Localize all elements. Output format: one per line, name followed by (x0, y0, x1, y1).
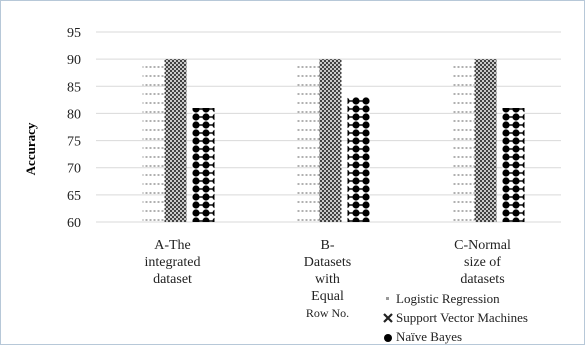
y-tick-label: 85 (67, 80, 81, 95)
legend-swatch (386, 297, 389, 300)
bar-support-vector-machines-2 (474, 59, 497, 223)
legend-swatch (384, 334, 392, 342)
x-category-label: B-Datasets with Equal Row No. (304, 238, 351, 320)
x-category-label: C-Normal size of datasets (454, 238, 511, 287)
y-tick-label: 75 (67, 135, 81, 150)
bar-logistic-regression-0 (142, 59, 165, 223)
y-tick-label: 80 (67, 107, 81, 122)
legend-item: Logistic Regression (386, 291, 500, 306)
y-tick-label: 65 (67, 189, 81, 204)
bar-support-vector-machines-1 (319, 59, 342, 223)
y-tick-label: 70 (67, 162, 81, 177)
legend-swatch (383, 313, 393, 323)
bar-logistic-regression-1 (297, 59, 320, 223)
bar-na-ve-bayes-0 (192, 108, 215, 222)
y-tick-label: 95 (67, 26, 81, 41)
legend-item: Naïve Bayes (384, 329, 462, 344)
y-tick-label: 60 (67, 216, 81, 231)
legend-item: Support Vector Machines (383, 310, 528, 325)
legend-label: Logistic Regression (396, 291, 500, 306)
legend-label: Naïve Bayes (396, 329, 462, 344)
bar-na-ve-bayes-2 (502, 108, 525, 222)
y-tick-label: 90 (67, 53, 81, 68)
y-axis-label: Accuracy (23, 122, 38, 175)
legend-label: Support Vector Machines (396, 310, 528, 325)
x-category-label: A-The integrated dataset (145, 238, 201, 287)
bar-logistic-regression-2 (452, 59, 475, 223)
bar-support-vector-machines-0 (164, 59, 187, 223)
bar-na-ve-bayes-1 (347, 97, 370, 222)
